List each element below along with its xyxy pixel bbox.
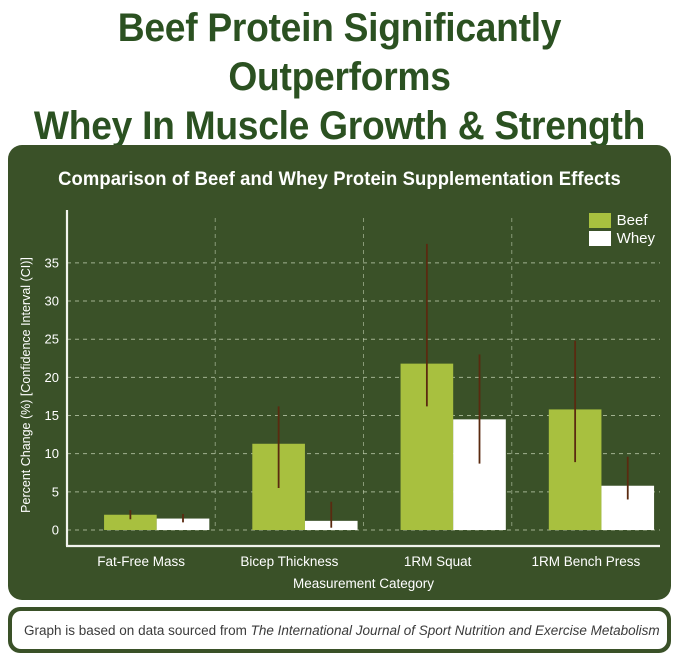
x-tick-labels: Fat-Free Mass Bicep Thickness 1RM Squat 1RM… bbox=[97, 554, 640, 569]
y-axis-title: Percent Change (%) [Confidence Interval … bbox=[19, 257, 33, 513]
axis-titles: Measurement Category Percent Change (%) [… bbox=[19, 257, 434, 591]
x-tick-label: 1RM Squat bbox=[404, 554, 472, 569]
bar-whey bbox=[156, 518, 210, 530]
chart-legend: Beef Whey bbox=[588, 212, 655, 247]
bars-group bbox=[104, 363, 655, 530]
y-tick-label: 10 bbox=[45, 446, 59, 461]
y-tick-label: 5 bbox=[52, 484, 59, 499]
footer-card: Graph is based on data sourced from The … bbox=[8, 607, 671, 653]
y-tick-label: 20 bbox=[45, 370, 59, 385]
x-tick-label: Fat-Free Mass bbox=[97, 554, 185, 569]
y-tick-labels: 0 5 10 15 20 25 30 35 bbox=[45, 255, 59, 537]
x-axis-title: Measurement Category bbox=[293, 576, 434, 591]
legend-label-beef: Beef bbox=[616, 212, 648, 229]
footer-inner: Graph is based on data sourced from The … bbox=[12, 611, 667, 649]
footer-source-text: Graph is based on data sourced from The … bbox=[24, 623, 660, 638]
y-tick-label: 0 bbox=[52, 523, 59, 538]
chart-title: Comparison of Beef and Whey Protein Supp… bbox=[58, 169, 621, 190]
chart-card: Comparison of Beef and Whey Protein Supp… bbox=[8, 145, 671, 600]
legend-label-whey: Whey bbox=[616, 230, 655, 247]
y-tick-label: 25 bbox=[45, 332, 59, 347]
page-headline: Beef Protein Significantly Outperforms W… bbox=[33, 6, 646, 148]
x-tick-label: Bicep Thickness bbox=[240, 554, 338, 569]
y-tick-label: 30 bbox=[45, 294, 59, 309]
bar-chart-svg: 0 5 10 15 20 25 30 35 Fat-Free Mass Bicep Thickn… bbox=[19, 210, 660, 591]
axis-lines bbox=[65, 210, 660, 548]
footer-prefix: Graph is based on data sourced from bbox=[24, 622, 251, 638]
legend-item-beef: Beef bbox=[588, 212, 655, 229]
bar-beef bbox=[104, 514, 157, 530]
x-tick-label: 1RM Bench Press bbox=[531, 554, 640, 569]
footer-source-title: The International Journal of Sport Nutri… bbox=[250, 622, 660, 638]
legend-swatch-beef bbox=[588, 213, 611, 228]
legend-item-whey: Whey bbox=[588, 230, 655, 247]
y-tick-label: 15 bbox=[45, 408, 59, 423]
error-bars-group bbox=[129, 243, 629, 528]
legend-swatch-whey bbox=[588, 231, 611, 246]
plot-area: 0 5 10 15 20 25 30 35 Fat-Free Mass Bicep Thickn… bbox=[8, 145, 671, 600]
y-tick-label: 35 bbox=[45, 255, 59, 270]
